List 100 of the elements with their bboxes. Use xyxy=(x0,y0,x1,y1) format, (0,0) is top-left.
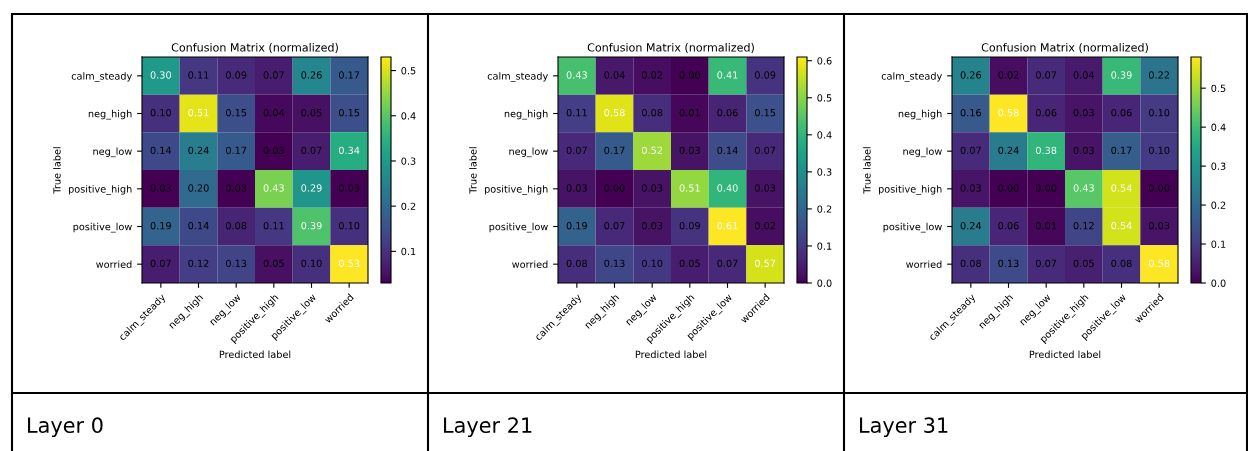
data-label: 0.07 xyxy=(150,259,171,267)
y-tick-label: positive_high xyxy=(484,185,548,195)
data-label: 0.19 xyxy=(150,221,171,230)
data-label: 0.14 xyxy=(150,146,172,154)
data-label: 0.04 xyxy=(263,108,285,117)
data-label: 0.43 xyxy=(1073,184,1094,192)
data-label: 0.07 xyxy=(301,146,322,154)
chart-title: Confusion Matrix (normalized) xyxy=(171,43,338,53)
data-label: 0.15 xyxy=(225,108,247,117)
text: Layer 21 xyxy=(444,417,532,438)
data-label: 0.03 xyxy=(679,146,700,154)
y-tick-label: worried xyxy=(512,260,548,268)
data-label: 0.10 xyxy=(338,221,360,230)
data-label: 0.14 xyxy=(188,221,209,230)
data-label: 0.58 xyxy=(998,108,1019,117)
data-label: 0.04 xyxy=(1073,71,1095,79)
data-label: 0.02 xyxy=(754,221,776,230)
y-tick-label: positive_high xyxy=(878,185,942,195)
data-label: 0.41 xyxy=(717,71,738,79)
data-label: 0.08 xyxy=(1111,259,1132,267)
data-label: 0.03 xyxy=(150,184,171,192)
data-label: 0.03 xyxy=(566,184,587,192)
data-label: 0.05 xyxy=(301,108,322,117)
data-label: 0.19 xyxy=(566,221,587,230)
data-label: 0.13 xyxy=(225,259,247,267)
data-label: 0.09 xyxy=(225,71,247,79)
y-tick-label: neg_low xyxy=(93,147,132,158)
data-label: 0.26 xyxy=(301,71,322,79)
y-axis-title: True label xyxy=(863,147,871,194)
data-label: 0.01 xyxy=(679,108,700,117)
data-label: 0.03 xyxy=(225,184,247,192)
data-label: 0.03 xyxy=(1073,108,1094,117)
color-bar-label: 0.2 xyxy=(1211,201,1226,209)
data-label: 0.43 xyxy=(566,71,587,79)
x-axis-title: Predicted label xyxy=(219,350,291,359)
data-label: 0.13 xyxy=(998,259,1019,267)
color-bar-label: 0.1 xyxy=(817,242,832,250)
data-label: 0.05 xyxy=(263,259,284,267)
data-label: 0.34 xyxy=(338,146,360,154)
data-label: 0.16 xyxy=(960,108,982,117)
y-tick-label: calm_steady xyxy=(881,72,942,82)
data-label: 0.24 xyxy=(960,221,982,230)
chart-title: Confusion Matrix (normalized) xyxy=(981,43,1148,53)
data-label: 0.14 xyxy=(717,146,738,154)
data-label: 0.43 xyxy=(263,184,284,192)
data-label: 0.08 xyxy=(960,259,981,267)
text: Layer 0 xyxy=(28,417,103,438)
data-label: 0.03 xyxy=(754,184,776,192)
data-label: 0.03 xyxy=(641,221,663,230)
data-label: 0.10 xyxy=(301,259,322,267)
x-axis-title: Predicted label xyxy=(635,350,707,359)
data-label: 0.39 xyxy=(1111,71,1132,79)
data-label: 0.24 xyxy=(188,146,209,154)
data-label: 0.09 xyxy=(679,221,700,230)
data-label: 0.06 xyxy=(1111,108,1132,117)
data-label: 0.58 xyxy=(604,108,625,117)
color-bar-label: 0.3 xyxy=(817,168,832,176)
data-label: 0.11 xyxy=(263,221,284,230)
data-label: 0.17 xyxy=(225,146,247,154)
data-label: 0.52 xyxy=(641,146,663,154)
data-label: 0.10 xyxy=(150,108,172,117)
data-label: 0.07 xyxy=(717,259,738,267)
text: Layer 31 xyxy=(860,417,948,438)
color-bar-label: 0.5 xyxy=(401,67,416,75)
x-axis-title: Predicted label xyxy=(1029,350,1101,359)
y-tick-label: neg_high xyxy=(898,109,942,120)
data-label: 0.24 xyxy=(998,146,1019,154)
data-label: 0.07 xyxy=(1035,259,1057,267)
y-tick-label: neg_high xyxy=(504,109,548,120)
data-label: 0.54 xyxy=(1111,184,1132,192)
data-label: 0.03 xyxy=(263,146,284,154)
data-label: 0.15 xyxy=(754,108,776,117)
color-bar-label: 0.0 xyxy=(1211,279,1226,287)
data-label: 0.20 xyxy=(188,184,209,192)
data-label: 0.08 xyxy=(641,108,663,117)
data-label: 0.00 xyxy=(1035,184,1057,192)
data-label: 0.51 xyxy=(679,184,700,192)
data-label: 0.08 xyxy=(225,221,247,230)
y-axis-title: True label xyxy=(53,147,61,194)
data-label: 0.03 xyxy=(960,184,981,192)
color-bar-label: 0.5 xyxy=(1211,84,1226,92)
color-bar-label: 0.1 xyxy=(401,247,416,256)
data-label: 0.07 xyxy=(263,71,284,79)
color-bar-label: 0.6 xyxy=(817,57,832,65)
y-tick-label: positive_high xyxy=(68,185,132,195)
y-tick-label: positive_low xyxy=(73,222,132,233)
data-label: 0.02 xyxy=(641,71,663,79)
data-label: 0.57 xyxy=(754,259,776,267)
data-label: 0.12 xyxy=(1073,221,1094,230)
color-bar-label: 0.5 xyxy=(817,94,832,102)
data-label: 0.15 xyxy=(338,108,360,117)
data-label: 0.10 xyxy=(1148,108,1170,117)
data-label: 0.04 xyxy=(604,71,625,79)
y-tick-label: calm_steady xyxy=(487,72,548,82)
data-label: 0.17 xyxy=(338,71,360,79)
data-label: 0.06 xyxy=(717,108,738,117)
color-bar-label: 0.4 xyxy=(1211,123,1226,131)
data-label: 0.13 xyxy=(604,259,625,267)
data-label: 0.38 xyxy=(1035,146,1057,154)
data-label: 0.06 xyxy=(998,221,1019,230)
